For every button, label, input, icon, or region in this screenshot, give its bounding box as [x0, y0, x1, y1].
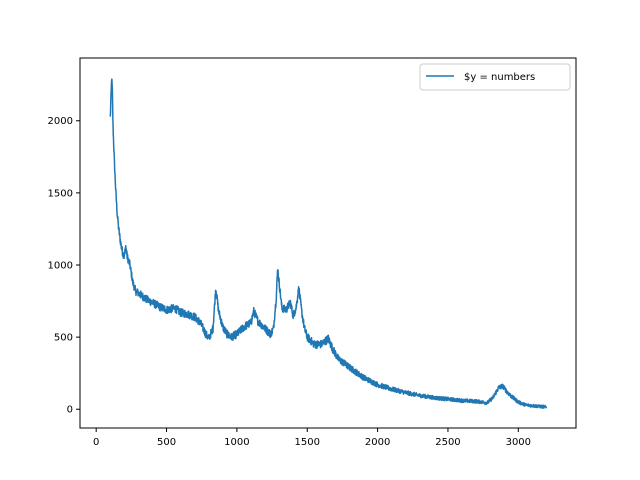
y-axis: 0 500 1000 1500 2000	[48, 116, 80, 416]
x-tick-label: 3000	[506, 437, 531, 448]
plot-frame	[79, 57, 577, 429]
y-tick-label: 0	[67, 405, 73, 416]
y-tick-label: 2000	[48, 116, 73, 127]
x-tick-label: 2000	[365, 437, 390, 448]
y-tick-label: 500	[54, 333, 73, 344]
y-tick-label: 1500	[48, 188, 73, 199]
legend-box	[419, 63, 571, 91]
x-tick-label: 2500	[435, 437, 460, 448]
series-layer	[109, 78, 548, 409]
legend: $y = numbers	[419, 63, 571, 91]
x-tick-label: 0	[93, 437, 99, 448]
x-axis: 0 500 1000 1500 2000 2500 3000	[93, 428, 531, 448]
x-tick-label: 500	[157, 437, 176, 448]
x-tick-label: 1000	[224, 437, 249, 448]
x-tick-label: 1500	[295, 437, 320, 448]
series-line	[109, 78, 548, 409]
y-tick-label: 1000	[48, 260, 73, 271]
legend-label: $y = numbers	[464, 72, 535, 83]
